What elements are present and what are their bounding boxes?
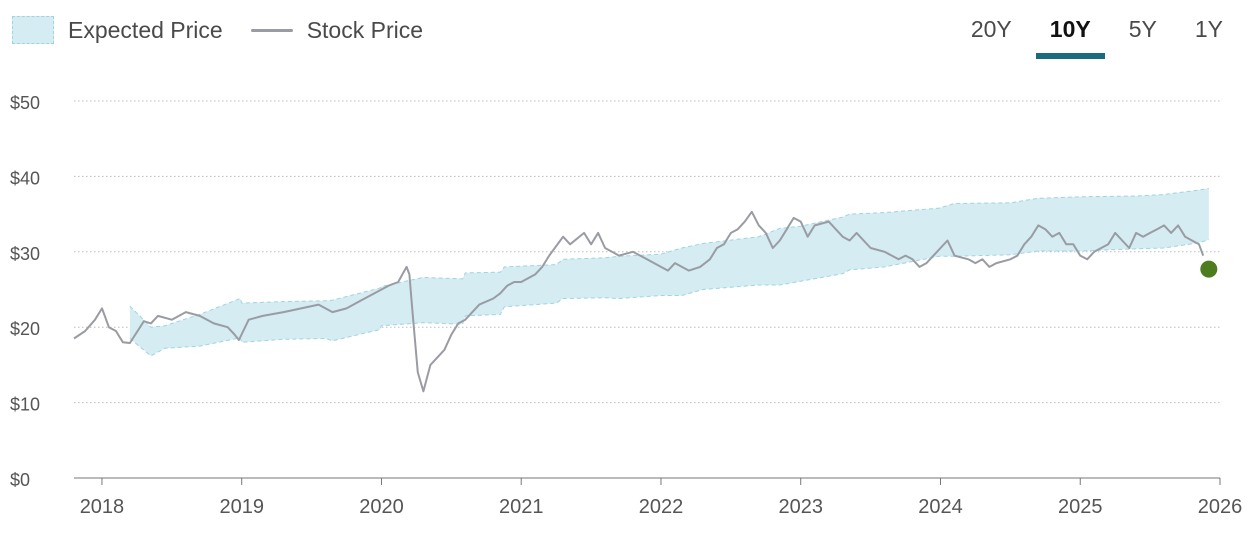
x-tick-label: 2022 [639,496,684,518]
x-tick-label: 2018 [80,496,125,518]
x-tick-label: 2021 [499,496,544,518]
stock-price-swatch [250,28,293,32]
expected-price-legend-label: Expected Price [68,16,223,43]
y-tick-label: $0 [10,470,30,490]
tab-1y[interactable]: 1Y [1194,16,1223,42]
current-price-point [1200,260,1218,278]
tab-5y[interactable]: 5Y [1128,16,1157,42]
tab-10y[interactable]: 10Y [1035,12,1105,59]
expected-price-swatch [12,16,54,44]
y-tick-label: $30 [10,244,40,264]
stock-price-legend-label: Stock Price [306,16,424,43]
x-tick-label: 2025 [1058,496,1103,518]
x-tick-label: 2024 [918,496,963,518]
y-tick-label: $10 [10,395,40,415]
expected-price-lower-edge [129,239,1209,357]
x-tick-label: 2023 [778,496,823,518]
range-tabs: 20Y 10Y 5Y 1Y [947,12,1237,59]
expected-price-band [129,188,1209,356]
y-tick-label: $20 [10,319,40,339]
x-tick-label: 2019 [219,496,264,518]
expected-price-upper-edge [129,188,1209,328]
y-tick-label: $50 [10,93,40,113]
y-tick-label: $40 [10,168,40,188]
x-tick-label: 2026 [1198,496,1243,518]
legend: Expected Price Stock Price [12,14,451,46]
tab-20y[interactable]: 20Y [970,16,1012,42]
stock-price-line [73,210,1205,393]
x-tick-label: 2020 [359,496,404,518]
